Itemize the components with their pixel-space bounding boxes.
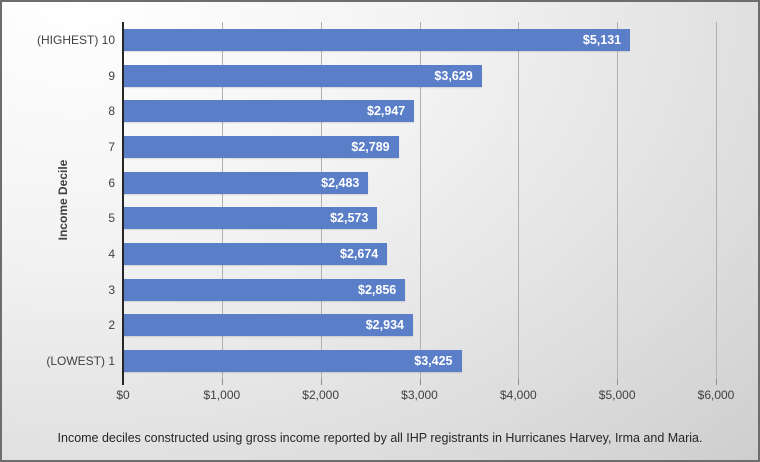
- category-label: (LOWEST) 1: [46, 354, 115, 369]
- category-axis-labels: (HIGHEST) 10 9 8 7 6 5 4 3 2 (LOWEST) 1: [2, 22, 115, 379]
- x-tick-label: $1,000: [203, 388, 241, 402]
- bar-value-label: $2,573: [330, 211, 369, 226]
- value-axis-line: [122, 22, 124, 385]
- bar-value-label: $2,674: [340, 247, 379, 262]
- plot-area: $5,131 $3,629 $2,947 $2,789 $2,483 $2,573 $2,6…: [123, 22, 717, 379]
- bar-row: $2,483: [123, 165, 716, 201]
- bar-series: $5,131 $3,629 $2,947 $2,789 $2,483 $2,573 $2,6…: [123, 22, 716, 379]
- category-label: 4: [108, 247, 115, 262]
- bar-value-label: $3,425: [414, 354, 453, 369]
- bar: $2,483: [123, 171, 369, 194]
- bar-value-label: $2,789: [351, 139, 390, 154]
- bar: $5,131: [123, 28, 631, 51]
- bar: $2,674: [123, 243, 388, 266]
- x-tick-label: $3,000: [401, 388, 438, 402]
- bar: $2,789: [123, 135, 399, 158]
- category-label: 3: [108, 282, 115, 297]
- bar: $2,573: [123, 207, 378, 230]
- gridline: [617, 22, 619, 379]
- gridline: [419, 22, 421, 379]
- chart-caption: Income deciles constructed using gross i…: [57, 431, 703, 445]
- bar-row: $2,934: [123, 308, 716, 344]
- category-label: 8: [108, 104, 115, 119]
- bar-value-label: $2,483: [321, 175, 360, 190]
- category-label: 7: [108, 139, 115, 154]
- bar-value-label: $2,934: [365, 318, 404, 333]
- axis-tick: [518, 379, 520, 385]
- bar-value-label: $5,131: [582, 32, 622, 47]
- category-label: 2: [108, 318, 115, 333]
- bar: $2,934: [123, 314, 413, 337]
- bar-row: $3,629: [123, 58, 716, 94]
- gridline: [716, 22, 717, 379]
- gridline: [221, 22, 223, 379]
- axis-tick: [419, 379, 421, 385]
- bar-value-label: $2,856: [358, 282, 397, 297]
- x-axis: $0 $1,000 $2,000 $3,000 $4,000 $5,000 $6,000: [116, 379, 734, 409]
- axis-tick: [716, 379, 717, 385]
- bar: $3,629: [123, 64, 482, 87]
- bar-row: $2,789: [123, 129, 716, 165]
- bar-row: $2,947: [123, 93, 716, 129]
- bar-row: $2,674: [123, 236, 716, 272]
- x-tick-label: $0: [116, 388, 130, 402]
- category-label: 9: [108, 68, 115, 83]
- bar-row: $2,856: [123, 272, 716, 308]
- x-tick-label: $4,000: [499, 388, 537, 402]
- axis-tick: [221, 379, 223, 385]
- bar-row: $5,131: [123, 22, 716, 58]
- category-label: (HIGHEST) 10: [36, 32, 115, 47]
- category-label: 5: [108, 211, 115, 226]
- axis-tick: [320, 379, 322, 385]
- axis-tick: [617, 379, 619, 385]
- bar-value-label: $3,629: [434, 68, 473, 83]
- bar-value-label: $2,947: [367, 104, 406, 119]
- x-tick-label: $5,000: [598, 388, 636, 402]
- gridline: [320, 22, 322, 379]
- bar-row: $3,425: [123, 343, 716, 379]
- x-tick-label: $2,000: [302, 388, 339, 402]
- bar: $2,947: [123, 100, 415, 123]
- bar-row: $2,573: [123, 201, 716, 237]
- bar: $2,856: [123, 278, 406, 301]
- x-tick-label: $6,000: [697, 388, 735, 402]
- bar: $3,425: [123, 350, 462, 373]
- category-label: 6: [108, 175, 115, 190]
- gridline: [518, 22, 520, 379]
